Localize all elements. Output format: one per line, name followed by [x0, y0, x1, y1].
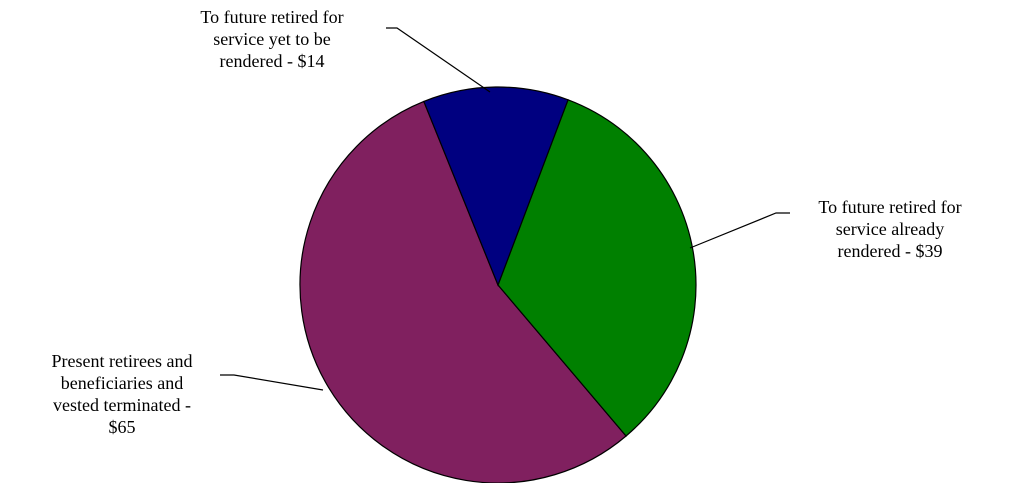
pie-slice — [497, 99, 697, 437]
leader-line — [689, 212, 790, 249]
leader-line — [386, 27, 491, 93]
data-label: To future retired for service already re… — [818, 197, 962, 261]
data-label: Present retirees and beneficiaries and v… — [51, 351, 193, 437]
pie-slice — [299, 100, 627, 483]
leader-line — [220, 374, 324, 391]
data-label: To future retired for service yet to be … — [200, 7, 344, 71]
pie-slice — [423, 86, 569, 287]
